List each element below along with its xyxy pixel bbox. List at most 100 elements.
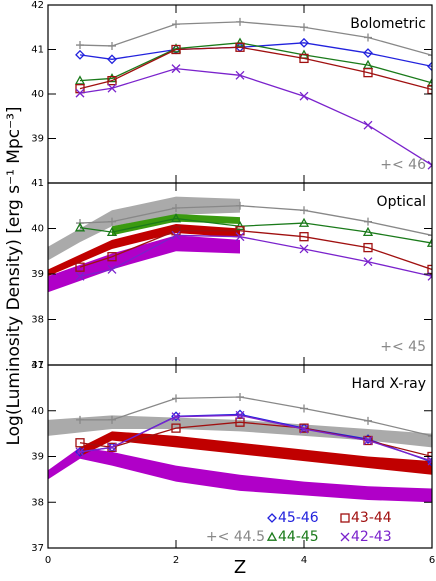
- marker: [299, 232, 309, 242]
- marker: [74, 222, 86, 232]
- marker: [428, 431, 432, 440]
- marker: [171, 230, 181, 240]
- marker: [171, 44, 181, 55]
- marker: [172, 20, 180, 29]
- marker: [234, 220, 246, 231]
- marker: [426, 77, 432, 87]
- marker: [427, 84, 432, 95]
- marker: [267, 513, 277, 523]
- marker: [300, 404, 308, 413]
- marker: [172, 204, 180, 213]
- marker: [363, 120, 373, 130]
- y-tick-label: 40: [31, 89, 44, 100]
- series-line: [79, 42, 432, 84]
- band: [48, 415, 432, 448]
- band: [48, 447, 432, 503]
- marker: [299, 424, 309, 434]
- marker: [235, 226, 245, 236]
- marker: [170, 213, 182, 223]
- x-tick-label: 6: [429, 555, 435, 566]
- legend-label: 43-44: [351, 510, 392, 526]
- marker: [171, 64, 181, 74]
- marker: [75, 438, 85, 448]
- y-tick-label: 39: [31, 269, 44, 280]
- band: [80, 431, 432, 475]
- series-line: [79, 46, 432, 91]
- marker: [235, 232, 245, 242]
- legend-label: 45-46: [278, 510, 319, 526]
- marker: [108, 217, 116, 226]
- y-tick-label: 40: [31, 224, 44, 235]
- panel-title: Optical: [377, 194, 426, 210]
- y-tick-label: 38: [31, 315, 44, 326]
- marker: [74, 75, 86, 85]
- marker: [362, 226, 374, 236]
- marker: [427, 160, 432, 170]
- marker: [106, 73, 118, 83]
- marker: [107, 54, 117, 65]
- marker: [171, 412, 181, 422]
- marker: [170, 43, 182, 53]
- plot-area: [74, 17, 432, 170]
- band: [112, 213, 240, 236]
- marker: [75, 88, 85, 98]
- marker: [235, 417, 245, 427]
- marker: [107, 76, 117, 86]
- y-tick-label: 37: [31, 360, 44, 371]
- band: [48, 235, 240, 293]
- marker: [172, 394, 180, 403]
- series-line: [79, 230, 432, 271]
- band: [48, 196, 240, 261]
- marker: [363, 436, 373, 445]
- marker: [363, 48, 373, 58]
- plot-area: [48, 393, 432, 503]
- band: [48, 223, 240, 277]
- marker: [426, 237, 432, 247]
- marker: [300, 206, 308, 215]
- plot-area: [48, 196, 432, 293]
- marker: [76, 41, 84, 50]
- marker: [428, 231, 432, 240]
- marker: [106, 226, 118, 236]
- marker: [363, 435, 373, 446]
- marker: [300, 23, 308, 32]
- annotation: +< 44.5: [206, 529, 265, 545]
- marker: [299, 244, 309, 254]
- marker: [108, 415, 116, 424]
- panel-title: Bolometric: [350, 16, 426, 32]
- marker: [340, 513, 350, 523]
- marker: [427, 264, 432, 275]
- marker: [236, 17, 244, 26]
- y-axis-label: Log(Luminosity Density) [erg s⁻¹ Mpc⁻³]: [4, 106, 24, 445]
- x-tick-label: 4: [301, 555, 307, 566]
- marker: [76, 415, 84, 424]
- y-tick-label: 41: [31, 178, 44, 189]
- marker: [75, 271, 85, 281]
- marker: [298, 217, 310, 227]
- marker: [236, 393, 244, 402]
- marker: [364, 416, 372, 425]
- marker: [364, 33, 372, 42]
- marker: [427, 61, 432, 72]
- marker: [428, 51, 432, 60]
- series-line: [79, 67, 432, 166]
- marker: [299, 37, 309, 48]
- y-tick-label: 40: [31, 406, 44, 417]
- marker: [107, 264, 117, 274]
- marker: [75, 49, 85, 60]
- marker: [107, 442, 117, 452]
- annotation: +< 45: [380, 339, 426, 355]
- marker: [363, 242, 373, 253]
- y-tick-label: 42: [31, 0, 44, 11]
- marker: [299, 91, 309, 101]
- marker: [107, 83, 117, 93]
- marker: [235, 410, 245, 420]
- marker: [299, 53, 309, 64]
- marker: [340, 532, 350, 542]
- x-tick-label: 0: [45, 555, 51, 566]
- marker: [75, 447, 85, 457]
- marker: [108, 41, 116, 50]
- marker: [427, 456, 432, 466]
- y-tick-label: 39: [31, 134, 44, 145]
- annotation: +< 46: [380, 157, 426, 173]
